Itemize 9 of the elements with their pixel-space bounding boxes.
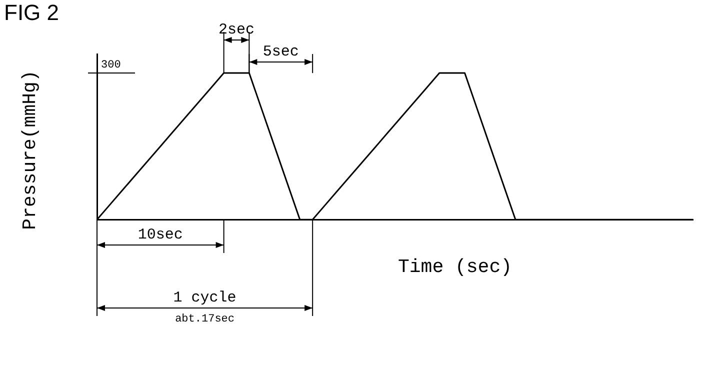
- chart-title: FIG 2: [4, 0, 60, 26]
- x-axis-title: Time (sec): [398, 256, 512, 278]
- text: 1 cycle: [173, 289, 236, 306]
- text: 5sec: [262, 43, 299, 60]
- text: abt.17sec: [175, 313, 234, 326]
- text: 2sec: [218, 21, 254, 38]
- y-axis-title: Pressure(mmHg): [19, 70, 41, 230]
- text: 10sec: [138, 226, 183, 244]
- text: 300: [101, 59, 121, 72]
